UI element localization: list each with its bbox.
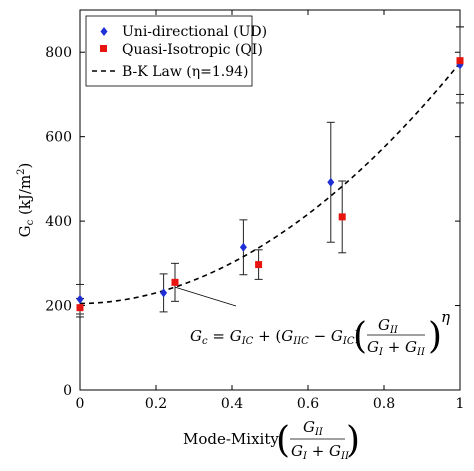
x-axis-title-denominator: GI + GII — [291, 442, 350, 462]
legend: Uni-directional (UD) Quasi-Isotropic (QI… — [85, 15, 267, 87]
equation-text: Gc = GIC + (GIIC − GIC) — [190, 327, 360, 347]
svg-text:Gc (kJ/m2): Gc (kJ/m2) — [16, 163, 36, 238]
plot-area — [79, 9, 461, 391]
ud-data-point — [239, 242, 247, 252]
x-axis-title: Mode-Mixity ( GII GI + GII ) — [183, 418, 360, 462]
plot-frame — [79, 9, 461, 391]
qi-data-point — [76, 304, 84, 312]
axis-ticks: 0 0.2 0.4 0.6 0.8 1 0 200 400 600 800 — [45, 10, 464, 412]
x-tick-label: 0.4 — [221, 396, 243, 412]
x-axis-title-numerator: GII — [303, 418, 324, 438]
y-axis-title: Gc (kJ/m2) — [16, 163, 36, 238]
y-tick-label: 600 — [45, 130, 72, 146]
ud-data-point — [327, 177, 335, 187]
qi-data-point — [456, 57, 464, 65]
y-tick-label: 200 — [45, 299, 72, 315]
bk-law-curve — [79, 62, 461, 305]
x-tick-label: 0 — [76, 396, 85, 412]
equation-exponent: η — [441, 308, 450, 326]
y-tick-label: 800 — [45, 45, 72, 61]
legend-fit-label: B-K Law (η=1.94) — [122, 64, 248, 80]
y-tick-label: 400 — [45, 214, 72, 230]
equation-denominator: GI + GII — [367, 338, 426, 358]
legend-qi-marker — [100, 45, 107, 52]
data-markers — [76, 57, 464, 312]
legend-qi-label: Quasi-Isotropic (QI) — [122, 42, 263, 58]
equation-right-paren: ) — [428, 316, 442, 357]
equation-pointer-line — [174, 286, 237, 307]
ud-data-point — [76, 294, 84, 304]
legend-box — [85, 15, 253, 87]
qi-data-point — [171, 278, 179, 286]
legend-ud-label: Uni-directional (UD) — [122, 24, 267, 40]
x-tick-label: 1 — [456, 396, 465, 412]
x-axis-title-prefix: Mode-Mixity — [183, 430, 279, 448]
qi-data-point — [255, 261, 263, 269]
x-tick-label: 0.2 — [145, 396, 167, 412]
equation-left-paren: ( — [353, 316, 367, 357]
x-tick-label: 0.8 — [373, 396, 395, 412]
equation-annotation: Gc = GIC + (GIIC − GIC) ( GII GI + GII )… — [190, 308, 450, 358]
x-tick-label: 0.6 — [297, 396, 319, 412]
qi-data-point — [338, 213, 346, 221]
ud-data-point — [160, 288, 168, 298]
y-tick-label: 0 — [63, 383, 72, 399]
equation-numerator: GII — [378, 316, 399, 336]
legend-ud-marker — [100, 27, 108, 36]
x-axis-title-right-paren: ) — [346, 420, 360, 461]
x-axis-title-left-paren: ( — [276, 420, 290, 461]
